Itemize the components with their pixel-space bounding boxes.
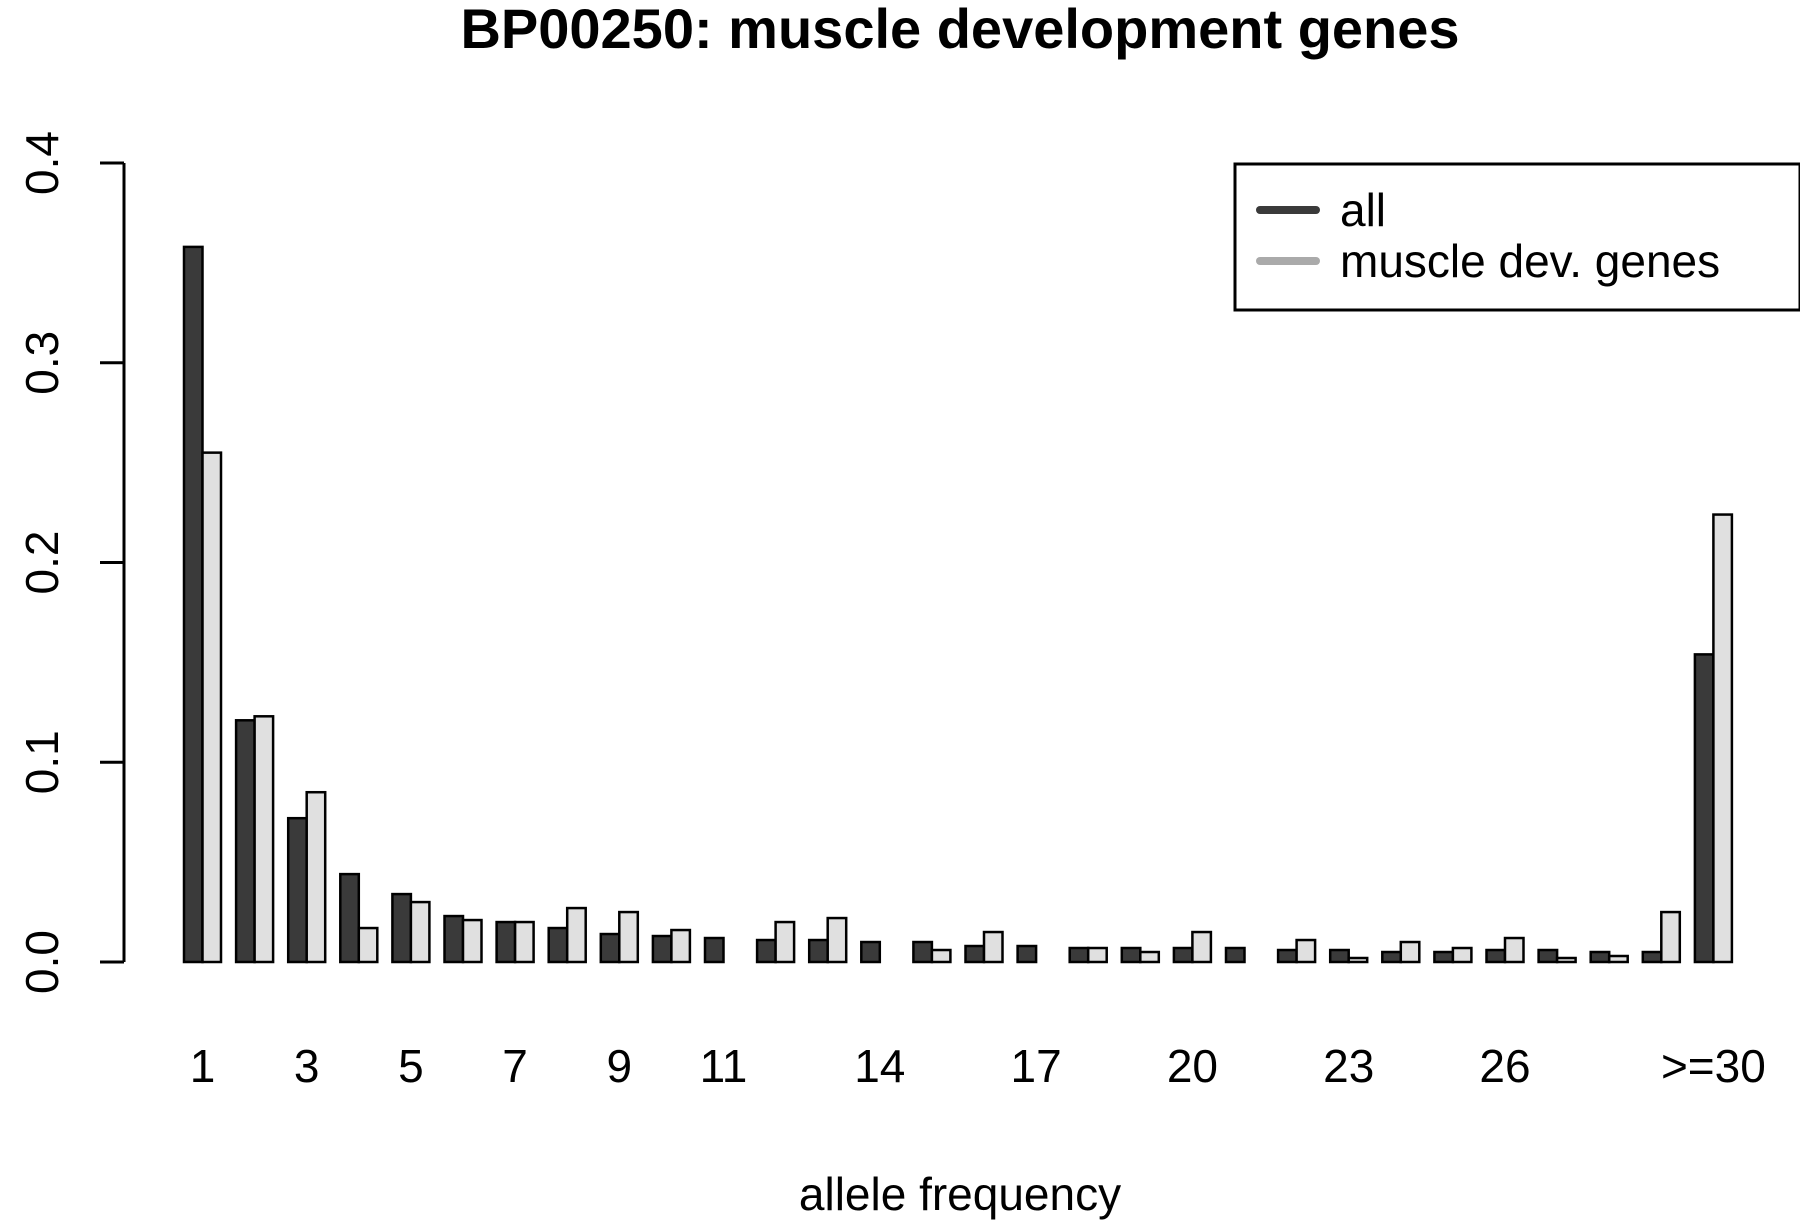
- y-tick-label: 0.2: [16, 531, 68, 595]
- bar-all-21: [1224, 946, 1246, 964]
- x-tick-label: 11: [700, 1040, 748, 1092]
- bar-all-15: [912, 940, 934, 964]
- bar-all-11: [703, 936, 725, 964]
- x-tick-label: >=30: [1661, 1040, 1766, 1092]
- bar-muscle-7: [513, 920, 535, 964]
- y-tick-label: 0.0: [16, 930, 68, 994]
- bar-all-2: [234, 719, 256, 964]
- bar-muscle-1: [201, 451, 223, 964]
- x-axis-label: allele frequency: [799, 1168, 1121, 1220]
- bar-all-9: [599, 932, 621, 964]
- bars-group: [182, 245, 1734, 964]
- bar-muscle-26: [1503, 936, 1525, 964]
- bar-muscle-6: [461, 918, 483, 964]
- bar-all-6: [443, 914, 465, 964]
- bar-all-7: [495, 920, 517, 964]
- bar-muscle->=30: [1712, 513, 1734, 964]
- x-tick-label: 9: [607, 1040, 633, 1092]
- bar-muscle-24: [1399, 940, 1421, 964]
- bar-muscle-13: [826, 916, 848, 964]
- bar-muscle-29: [1660, 910, 1682, 964]
- legend-label: all: [1340, 184, 1386, 236]
- y-tick-label: 0.1: [16, 730, 68, 794]
- y-tick-label: 0.4: [16, 131, 68, 195]
- bar-muscle-28: [1607, 954, 1629, 964]
- x-tick-label: 20: [1167, 1040, 1218, 1092]
- bar-all-1: [182, 245, 204, 964]
- bar-muscle-22: [1295, 938, 1317, 964]
- bar-all-19: [1120, 946, 1142, 964]
- x-tick-label: 7: [502, 1040, 528, 1092]
- bar-muscle-9: [618, 910, 640, 964]
- y-axis: 0.0 0.1 0.2 0.3 0.4: [16, 131, 126, 994]
- x-tick-label: 23: [1323, 1040, 1374, 1092]
- y-tick-label: 0.3: [16, 331, 68, 395]
- bar-all-8: [547, 926, 569, 964]
- bar-all-27: [1537, 948, 1559, 964]
- bar-all-26: [1485, 948, 1507, 964]
- bar-all-14: [860, 940, 882, 964]
- bar-muscle-4: [357, 926, 379, 964]
- bar-all-18: [1068, 946, 1090, 964]
- bar-all-29: [1641, 950, 1663, 964]
- x-tick-label: 26: [1479, 1040, 1530, 1092]
- bar-muscle-16: [982, 930, 1004, 964]
- bar-all-5: [391, 892, 413, 964]
- x-tick-label: 14: [854, 1040, 905, 1092]
- bar-muscle-3: [305, 790, 327, 964]
- bar-muscle-2: [253, 715, 275, 964]
- bar-all-28: [1589, 950, 1611, 964]
- bar-muscle-25: [1451, 946, 1473, 964]
- bar-muscle-8: [565, 906, 587, 964]
- bar-all-16: [964, 944, 986, 964]
- x-tick-label: 5: [398, 1040, 424, 1092]
- bar-muscle-10: [670, 928, 692, 964]
- bar-muscle-18: [1086, 946, 1108, 964]
- bar-all-24: [1381, 950, 1403, 964]
- bar-muscle-15: [930, 948, 952, 964]
- bar-muscle-5: [409, 900, 431, 964]
- bar-all-13: [807, 938, 829, 964]
- bar-all-22: [1276, 948, 1298, 964]
- bar-all-23: [1328, 948, 1350, 964]
- x-tick-label: 3: [294, 1040, 320, 1092]
- bar-all-10: [651, 934, 673, 964]
- bar-all-20: [1172, 946, 1194, 964]
- x-tick-label: 17: [1011, 1040, 1062, 1092]
- x-axis-tick-labels: 1 3 5 7 9 11 14 17 20 23 26 >=30: [190, 1040, 1766, 1092]
- bar-muscle-19: [1139, 950, 1161, 964]
- bar-muscle-23: [1347, 956, 1369, 964]
- bar-muscle-12: [774, 920, 796, 964]
- bar-all-4: [339, 872, 361, 964]
- bar-muscle-27: [1555, 956, 1577, 964]
- legend-box: [1233, 162, 1800, 312]
- chart-title: BP00250: muscle development genes: [460, 0, 1459, 60]
- bar-all-3: [286, 816, 308, 964]
- bar-all-17: [1016, 944, 1038, 964]
- legend-label: muscle dev. genes: [1340, 235, 1720, 287]
- bar-all-12: [755, 938, 777, 964]
- x-tick-label: 1: [190, 1040, 216, 1092]
- bar-all-25: [1433, 950, 1455, 964]
- bar-muscle-20: [1191, 930, 1213, 964]
- bar-all->=30: [1693, 653, 1715, 964]
